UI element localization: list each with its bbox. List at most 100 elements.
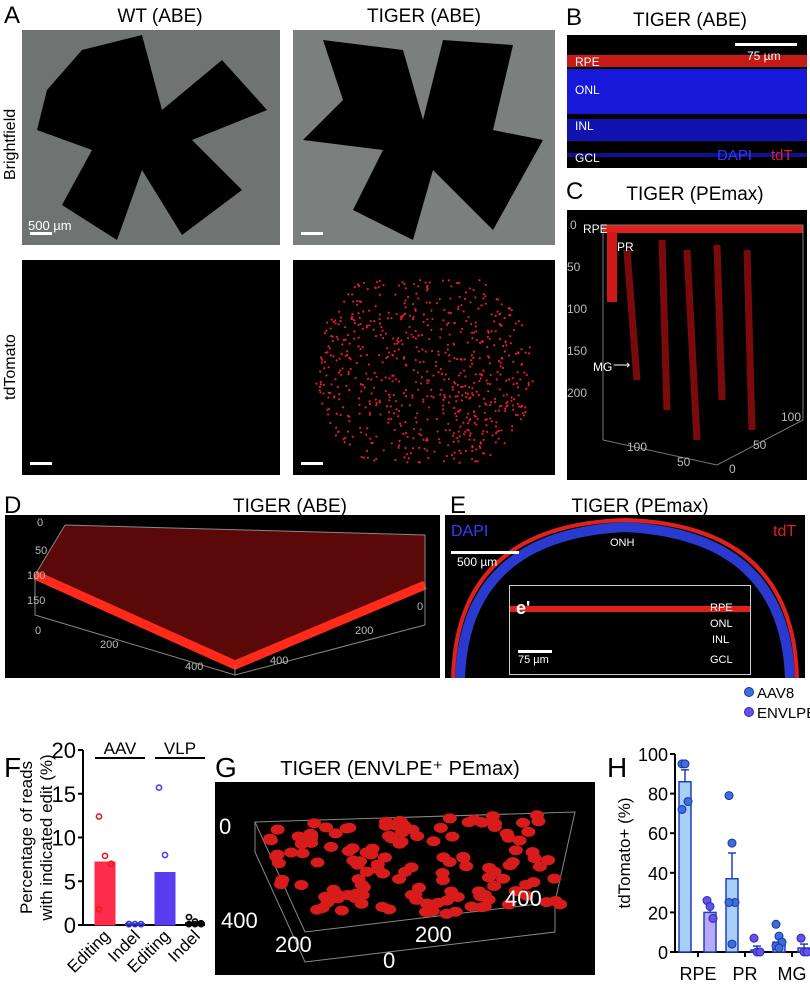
tdtomato-signal [448, 360, 451, 363]
tdtomato-signal [444, 373, 447, 376]
tdtomato-signal [384, 332, 388, 335]
tdtomato-signal [486, 382, 489, 385]
tdtomato-signal [454, 412, 457, 415]
tdtomato-signal [456, 436, 459, 439]
tdtomato-signal [365, 326, 368, 329]
tdtomato-signal [343, 441, 346, 444]
panel-d-letter: D [4, 492, 22, 519]
tdtomato-signal [387, 418, 390, 421]
tdtomato-signal [397, 444, 401, 447]
tdtomato-signal [497, 359, 500, 363]
tdtomato-signal [412, 335, 415, 339]
tdtomato-signal [459, 425, 462, 428]
tdtomato-signal [435, 417, 438, 421]
tdtomato-signal [388, 377, 391, 380]
data-point [774, 943, 784, 953]
group-label: VLP [164, 739, 196, 758]
tdtomato-signal [465, 319, 468, 323]
tdtomato-signal [505, 402, 508, 405]
tdtomato-cell [531, 816, 546, 827]
tdtomato-signal [359, 322, 362, 326]
tdtomato-signal [422, 313, 425, 316]
tdtomato-signal [412, 302, 415, 306]
tick: 0 [417, 601, 424, 613]
tdtomato-cell [284, 847, 299, 858]
tdtomato-signal [378, 353, 381, 357]
tdtomato-signal [441, 404, 445, 407]
tdtomato-signal [517, 394, 520, 397]
tdtomato-signal [408, 325, 411, 329]
tdtomato-signal [384, 376, 387, 379]
tdtomato-signal [471, 337, 474, 340]
data-point [677, 804, 687, 814]
panel-f-letter: F [4, 752, 22, 783]
tdtomato-signal [366, 377, 370, 380]
tdtomato-signal [340, 373, 343, 377]
tdtomato-signal [324, 331, 327, 335]
tdtomato-signal [356, 303, 359, 306]
scale-bar [518, 650, 552, 653]
tdtomato-signal [500, 404, 503, 407]
tdtomato-signal [374, 286, 377, 290]
tdtomato-signal [343, 300, 346, 303]
tdtomato-signal [412, 283, 416, 286]
tdtomato-signal [521, 412, 525, 415]
tdtomato-signal [453, 406, 456, 410]
tdtomato-cell [448, 906, 463, 917]
tdtomato-signal [319, 380, 322, 384]
tdtomato-signal [452, 342, 455, 345]
tdtomato-signal [327, 407, 331, 411]
tdtomato-signal [484, 302, 487, 305]
tdtomato-signal [376, 281, 379, 284]
tdtomato-signal [390, 442, 393, 445]
tdtomato-signal [464, 291, 467, 294]
tdtomato-cell [349, 888, 364, 899]
tdtomato-signal [397, 284, 401, 287]
label-rpe: RPE [583, 222, 608, 236]
tdtomato-signal [345, 384, 348, 387]
tdtomato-signal [402, 357, 405, 360]
tdtomato-signal [514, 413, 518, 416]
tdtomato-signal [381, 361, 384, 364]
tdtomato-signal [347, 370, 350, 374]
tdtomato-signal [466, 341, 469, 344]
tick: 100 [27, 570, 46, 582]
tdtomato-signal [510, 309, 513, 312]
tdtomato-signal [369, 437, 372, 440]
tdtomato-signal [506, 400, 509, 403]
tdtomato-signal [378, 399, 381, 402]
tdtomato-cell [426, 836, 441, 847]
tdtomato-signal [470, 354, 473, 357]
tdtomato-signal [373, 459, 376, 462]
tdtomato-signal [322, 383, 325, 387]
layer-rpe: RPE [575, 55, 600, 69]
tdtomato-signal [503, 350, 506, 353]
y-tick-label: 20 [648, 903, 668, 923]
tdtomato-signal [409, 452, 413, 455]
tick: 0 [35, 625, 42, 637]
tdtomato-signal [394, 458, 397, 462]
tdtomato-signal [443, 378, 446, 381]
tdtomato-signal [449, 297, 452, 300]
tdtomato-signal [514, 322, 517, 325]
panel-a-title-wt: WT (ABE) [117, 6, 203, 27]
tdtomato-signal [516, 371, 519, 374]
tdtomato-signal [397, 348, 400, 351]
panel-e-title: TIGER (PEmax) [571, 496, 709, 517]
tdtomato-signal [435, 302, 439, 305]
tdtomato-signal [342, 338, 345, 342]
tdtomato-signal [468, 386, 471, 389]
tdtomato-cell [271, 858, 286, 869]
tdtomato-signal [510, 399, 513, 402]
tdtomato-cell [553, 899, 568, 910]
tdtomato-signal [464, 395, 468, 399]
tdtomato-signal [368, 402, 372, 406]
panel-g-image: 0 400 200 0 200 400 [215, 782, 595, 975]
scale-label: 75 µm [747, 49, 781, 63]
tdtomato-signal [442, 319, 445, 322]
tdtomato-signal [417, 285, 420, 288]
tdtomato-signal [325, 321, 329, 324]
panel-g-letter: G [215, 752, 237, 783]
panel-c-letter: C [566, 178, 584, 205]
tdtomato-signal [525, 387, 528, 391]
